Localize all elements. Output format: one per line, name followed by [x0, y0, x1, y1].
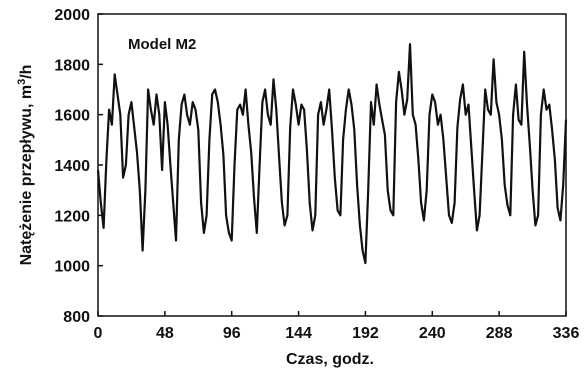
- y-axis-title-main: Natężenie przepływu, m: [18, 85, 35, 266]
- y-axis-title-sup: 3: [16, 79, 28, 85]
- y-axis-title: Natężenie przepływu, m3/h: [16, 65, 35, 266]
- x-tick-label: 96: [223, 325, 241, 342]
- plot-frame: [97, 13, 567, 317]
- x-tick-label: 240: [419, 325, 446, 342]
- x-tick-label: 144: [285, 325, 312, 342]
- plot-area: [96, 13, 568, 317]
- x-tick-label: 0: [94, 325, 103, 342]
- series-line: [96, 43, 568, 265]
- x-tick-label: 288: [486, 325, 513, 342]
- axis-ticks: 800 1000 1200 1400 1600 1800 2000 0 48 96 144 192 24…: [54, 7, 579, 342]
- y-tick-label: 1600: [54, 108, 90, 125]
- x-tick-label: 48: [156, 325, 174, 342]
- y-tick-label: 1800: [54, 57, 90, 74]
- model-annotation: Model M2: [128, 36, 196, 53]
- y-axis-title-tail: /h: [18, 65, 35, 79]
- y-tick-label: 800: [63, 309, 90, 326]
- x-axis-title: Czas, godz.: [286, 351, 374, 368]
- x-tick-label: 192: [352, 325, 379, 342]
- y-tick-label: 1400: [54, 158, 90, 175]
- y-tick-label: 2000: [54, 7, 90, 24]
- y-tick-label: 1200: [54, 208, 90, 225]
- y-tick-label: 1000: [54, 259, 90, 276]
- x-tick-label: 336: [553, 325, 580, 342]
